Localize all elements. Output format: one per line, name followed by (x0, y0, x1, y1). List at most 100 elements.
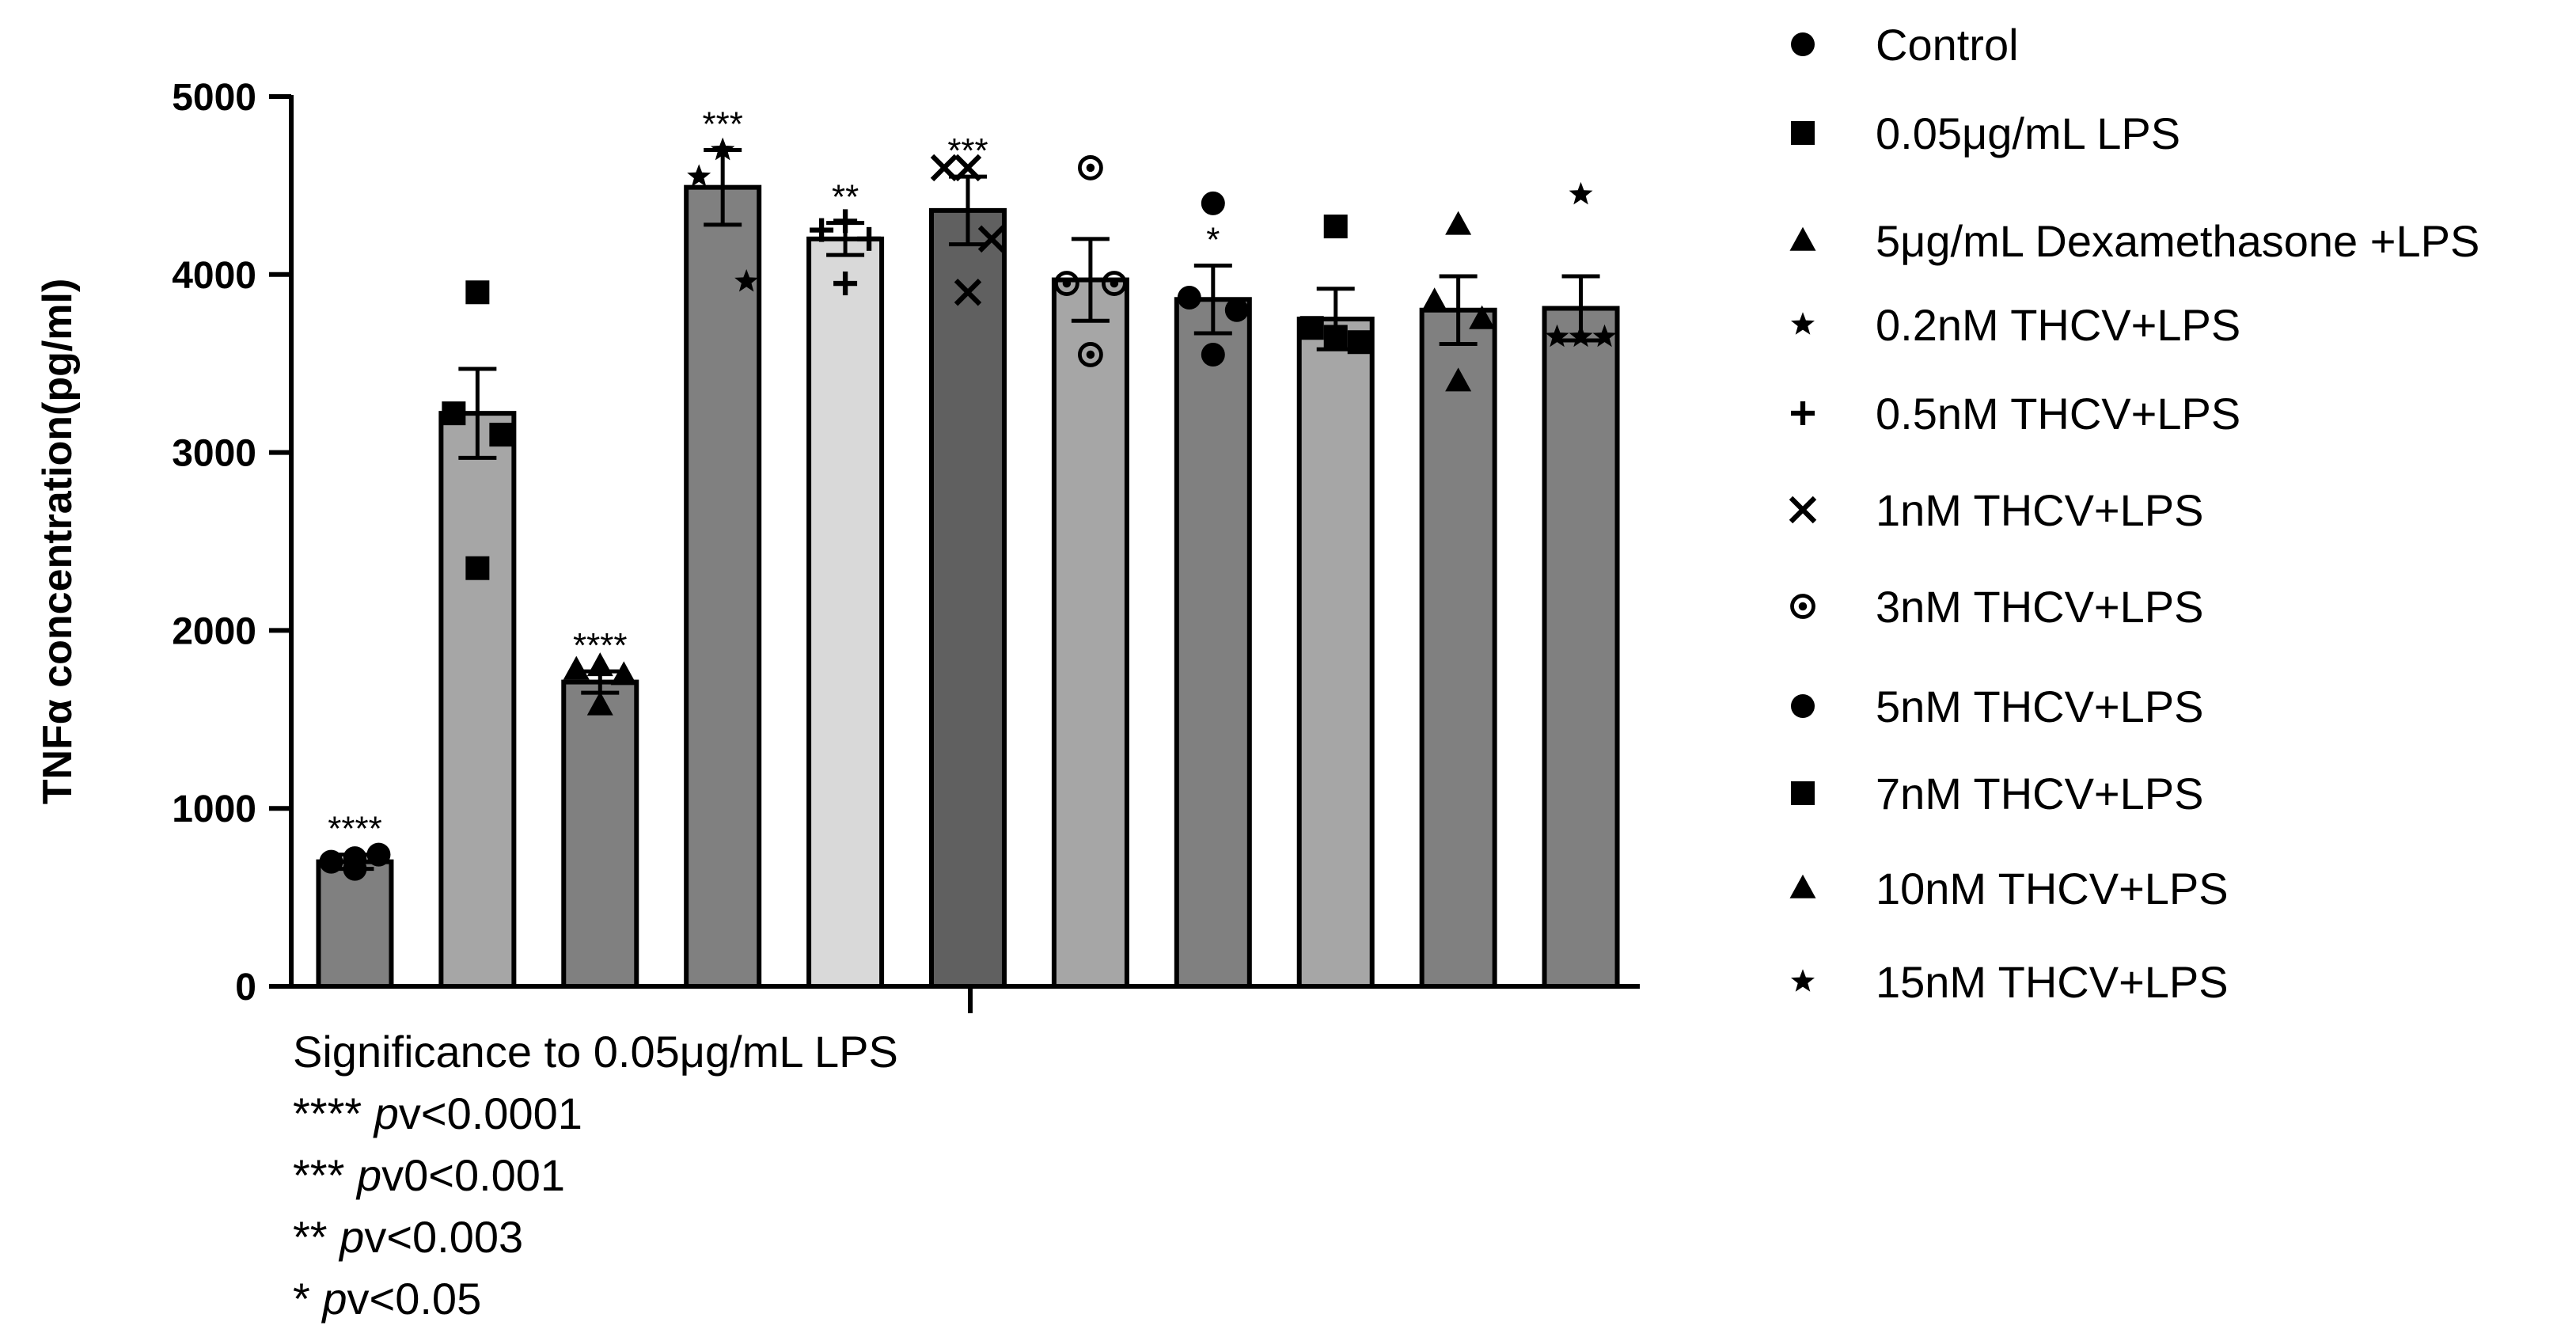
data-point (366, 842, 391, 867)
legend-marker (1791, 781, 1815, 805)
data-point (465, 280, 490, 305)
legend-label: 7nM THCV+LPS (1876, 769, 2203, 819)
data-point (1078, 155, 1103, 180)
significance-label: **** (328, 810, 382, 849)
data-point (1102, 271, 1127, 296)
y-tick-label: 0 (235, 967, 256, 1008)
bar (684, 184, 762, 989)
data-point (857, 226, 882, 251)
legend-entry: 5μg/mL Dexamethasone +LPS (1789, 216, 2479, 266)
data-point (1201, 191, 1225, 215)
legend-marker (1791, 312, 1815, 335)
data-point (610, 661, 637, 686)
y-tick-label: 1000 (172, 788, 256, 830)
legend-label: 5μg/mL Dexamethasone +LPS (1876, 216, 2479, 266)
data-point (1592, 324, 1617, 348)
data-point (1323, 325, 1348, 349)
significance-note: *** pv0<0.001 (293, 1150, 565, 1200)
legend-entry: 3nM THCV+LPS (1790, 582, 2203, 632)
significance-note: * pv<0.05 (293, 1274, 481, 1324)
bar (1051, 277, 1129, 989)
legend-marker (1791, 694, 1815, 718)
data-point (1421, 287, 1448, 312)
bar (1174, 297, 1252, 989)
significance-label: ** (832, 178, 859, 217)
y-axis-title: TNFα concentration(pg/ml) (35, 279, 81, 805)
bar (1542, 306, 1620, 989)
bar (929, 207, 1007, 989)
data-point (833, 209, 858, 234)
legend-marker (1789, 496, 1817, 524)
significance-note: ** pv<0.003 (293, 1212, 523, 1262)
legend-marker (1791, 121, 1815, 145)
significance-label: *** (947, 131, 988, 170)
legend-marker (1791, 32, 1815, 56)
significance-note: **** pv<0.0001 (293, 1088, 582, 1138)
data-point (1078, 342, 1103, 367)
data-point (1469, 305, 1496, 329)
legend-marker (1789, 226, 1816, 251)
data-point (687, 164, 711, 187)
legend-marker (1789, 874, 1816, 898)
legend-marker (1790, 594, 1815, 619)
y-tick-label: 3000 (172, 433, 256, 475)
data-point (734, 269, 759, 292)
significance-heading: Significance to 0.05μg/mL LPS (293, 1027, 898, 1077)
data-point (489, 423, 514, 447)
data-point (1054, 271, 1079, 296)
legend-marker (1791, 969, 1815, 992)
data-point (954, 154, 982, 182)
data-point (977, 225, 1006, 253)
legend-marker (1791, 401, 1815, 425)
legend-label: Control (1876, 20, 2019, 70)
legend-entry: 0.2nM THCV+LPS (1791, 300, 2240, 350)
legend-label: 0.05μg/mL LPS (1876, 108, 2180, 158)
legend-entry: 5nM THCV+LPS (1791, 682, 2203, 731)
data-point (1569, 324, 1593, 348)
legend-entry: Control (1791, 20, 2019, 70)
bar (1296, 317, 1375, 989)
data-point (319, 849, 343, 874)
legend-label: 3nM THCV+LPS (1876, 582, 2203, 632)
y-tick-label: 2000 (172, 610, 256, 652)
legend-entry: 7nM THCV+LPS (1791, 769, 2203, 819)
significance-label: * (1206, 221, 1220, 260)
data-point (465, 556, 490, 580)
significance-label: **** (573, 626, 628, 665)
legend-entry: 0.5nM THCV+LPS (1791, 389, 2240, 439)
data-point (563, 655, 590, 680)
data-point (343, 846, 367, 871)
data-point (1569, 181, 1593, 205)
data-point (810, 218, 834, 242)
legend-label: 0.5nM THCV+LPS (1876, 389, 2240, 439)
data-point (442, 401, 466, 426)
data-point (954, 279, 982, 306)
y-tick-label: 4000 (172, 255, 256, 297)
legend-entry: 1nM THCV+LPS (1789, 485, 2203, 535)
data-point (1177, 286, 1201, 310)
bar (561, 679, 639, 989)
data-point (1224, 298, 1249, 322)
legend-entry: 0.05μg/mL LPS (1791, 108, 2180, 158)
data-point (586, 691, 613, 716)
data-point (711, 137, 735, 161)
legend-entry: 10nM THCV+LPS (1789, 864, 2229, 913)
bar (1419, 307, 1497, 989)
legend-entry: 15nM THCV+LPS (1791, 957, 2229, 1007)
data-point (1545, 324, 1569, 348)
bar (806, 236, 885, 989)
legend-label: 15nM THCV+LPS (1876, 957, 2229, 1007)
significance-label: *** (702, 104, 742, 143)
data-point (833, 272, 858, 296)
legend-label: 5nM THCV+LPS (1876, 682, 2203, 731)
data-point (1201, 342, 1225, 367)
data-point (1347, 330, 1371, 355)
data-point (930, 154, 958, 182)
data-point (1299, 316, 1324, 340)
legend-label: 10nM THCV+LPS (1876, 864, 2229, 913)
data-point (1445, 211, 1472, 235)
data-point (1323, 215, 1348, 239)
legend-label: 1nM THCV+LPS (1876, 485, 2203, 535)
bar (438, 411, 517, 989)
